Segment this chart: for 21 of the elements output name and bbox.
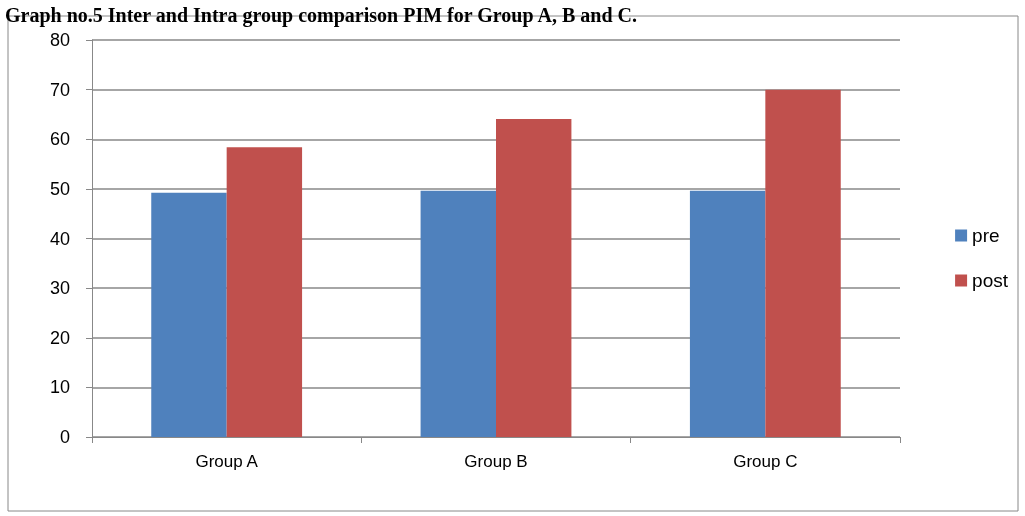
bar (689, 190, 766, 437)
x-tick-label: Group B (464, 452, 528, 471)
y-tick-label: 20 (49, 327, 70, 348)
bar (420, 190, 496, 437)
y-tick-label: 0 (59, 427, 70, 447)
x-tick-label: Group A (195, 452, 259, 471)
chart-title: Graph no.5 Inter and Intra group comparison PIM for Group A, B and C. (5, 4, 637, 27)
y-tick-label: 50 (49, 178, 70, 199)
y-tick-label: 80 (49, 30, 70, 50)
bar (496, 118, 572, 437)
bar (151, 192, 227, 437)
legend-label: pre (972, 225, 1000, 246)
y-tick-label: 10 (49, 377, 70, 398)
y-tick-label: 70 (49, 79, 70, 100)
y-tick-label: 40 (49, 228, 70, 249)
legend-label: post (972, 270, 1009, 291)
bar (226, 147, 303, 437)
x-tick-label: Group C (733, 452, 798, 471)
y-tick-label: 60 (49, 129, 70, 150)
bar (765, 89, 841, 437)
y-tick-label: 30 (49, 278, 70, 299)
